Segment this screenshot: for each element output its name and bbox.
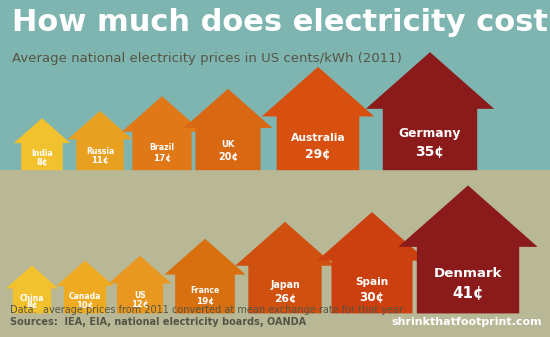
Text: 10¢: 10¢ [76, 301, 94, 310]
Text: Canada: Canada [69, 293, 101, 301]
Text: 30¢: 30¢ [360, 291, 384, 304]
Text: Average national electricity prices in US cents/kWh (2011): Average national electricity prices in U… [12, 52, 402, 65]
Text: India: India [31, 150, 53, 158]
Text: 41¢: 41¢ [452, 286, 484, 301]
Text: How much does electricity cost?: How much does electricity cost? [12, 8, 550, 37]
Bar [0, 0, 550, 170]
Polygon shape [108, 256, 172, 313]
Text: China: China [20, 294, 44, 303]
Polygon shape [6, 266, 58, 313]
Polygon shape [262, 67, 374, 170]
Text: 19¢: 19¢ [196, 297, 214, 306]
Text: 35¢: 35¢ [415, 145, 444, 159]
Text: Australia: Australia [291, 133, 345, 143]
Polygon shape [317, 212, 427, 313]
Text: 17¢: 17¢ [153, 154, 171, 163]
Text: Japan: Japan [270, 280, 300, 290]
Text: Russia: Russia [86, 147, 114, 156]
Polygon shape [56, 261, 114, 313]
Polygon shape [14, 118, 70, 170]
Text: Denmark: Denmark [434, 267, 502, 280]
Text: 11¢: 11¢ [91, 156, 109, 165]
Text: France: France [190, 286, 219, 295]
Text: Brazil: Brazil [150, 143, 174, 152]
Polygon shape [164, 239, 246, 313]
Text: 8¢: 8¢ [26, 301, 38, 310]
Text: 26¢: 26¢ [274, 294, 296, 304]
Text: shrinkthatfootprint.com: shrinkthatfootprint.com [392, 317, 542, 327]
Text: UK: UK [221, 140, 235, 149]
Text: Germany: Germany [399, 127, 461, 140]
Polygon shape [68, 111, 133, 170]
Polygon shape [122, 96, 202, 170]
Polygon shape [366, 52, 494, 170]
Text: Sources:  IEA, EIA, national electricity boards, OANDA: Sources: IEA, EIA, national electricity … [10, 317, 306, 327]
Bar [0, 170, 550, 337]
Text: 8¢: 8¢ [36, 158, 48, 166]
Text: 20¢: 20¢ [218, 153, 238, 162]
Text: 29¢: 29¢ [305, 148, 331, 160]
Polygon shape [235, 222, 335, 313]
Text: Spain: Spain [355, 277, 389, 287]
Polygon shape [184, 89, 272, 170]
Text: 12¢: 12¢ [131, 300, 149, 309]
Text: Data:  average prices from 2011 converted at mean exchange rate for that year: Data: average prices from 2011 converted… [10, 305, 403, 315]
Text: US: US [134, 291, 146, 300]
Polygon shape [398, 185, 538, 313]
